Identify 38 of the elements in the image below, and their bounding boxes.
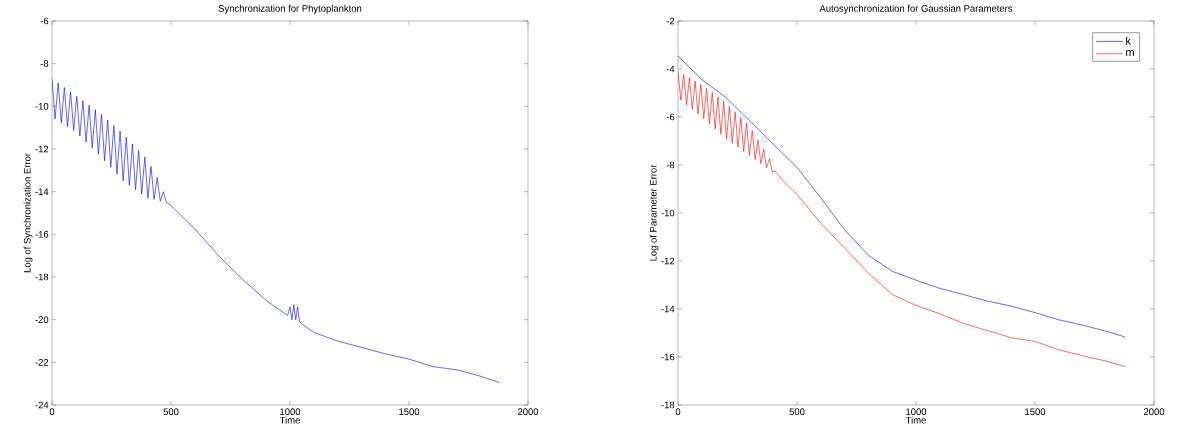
x-tick-label: 1000 (906, 408, 927, 416)
x-tick-label: 1000 (280, 408, 301, 416)
chart-title: Synchronization for Phytoplankton (218, 4, 362, 14)
x-tick-label: 1500 (1025, 408, 1046, 416)
y-axis-title: Log of Synchronization Error (23, 153, 33, 273)
x-tick-label: 500 (163, 408, 179, 416)
x-tick-label: 2000 (1143, 408, 1165, 416)
y-tick-label: -18 (661, 401, 675, 409)
x-axis-title: Time (279, 416, 300, 424)
y-tick-label: -8 (666, 161, 675, 169)
y-tick-label: -12 (661, 257, 675, 265)
x-axis-title: Time (905, 416, 926, 424)
x-tick-label: 2000 (517, 408, 539, 416)
y-tick-label: -14 (35, 188, 49, 195)
y-tick-label: -4 (666, 65, 675, 73)
x-tick-label: 0 (675, 408, 681, 416)
y-tick-label: -16 (35, 230, 49, 238)
y-tick-label: -10 (35, 102, 49, 110)
x-tick-label: 0 (49, 408, 55, 416)
y-axis-title: Log of Parameter Error (649, 164, 659, 261)
y-tick-label: -18 (35, 273, 49, 281)
y-tick-label: -6 (40, 17, 49, 25)
x-tick-label: 1500 (399, 408, 420, 416)
chart-title: Autosynchronization for Gaussian Parameters (819, 4, 1013, 14)
y-tick-label: -14 (661, 305, 675, 313)
y-tick-label: -10 (661, 209, 675, 217)
y-tick-label: -8 (40, 60, 49, 68)
y-tick-label: -20 (35, 316, 49, 324)
y-tick-label: -16 (661, 353, 675, 361)
x-tick-label: 500 (789, 408, 805, 416)
y-tick-label: -12 (35, 145, 49, 153)
y-tick-label: -24 (35, 401, 49, 409)
y-tick-label: -22 (35, 359, 49, 366)
line-series (52, 78, 500, 383)
legend-label: m (1126, 50, 1134, 56)
legend-label: k (1126, 36, 1131, 45)
y-tick-label: -6 (666, 113, 675, 121)
y-tick-label: -2 (666, 17, 675, 25)
